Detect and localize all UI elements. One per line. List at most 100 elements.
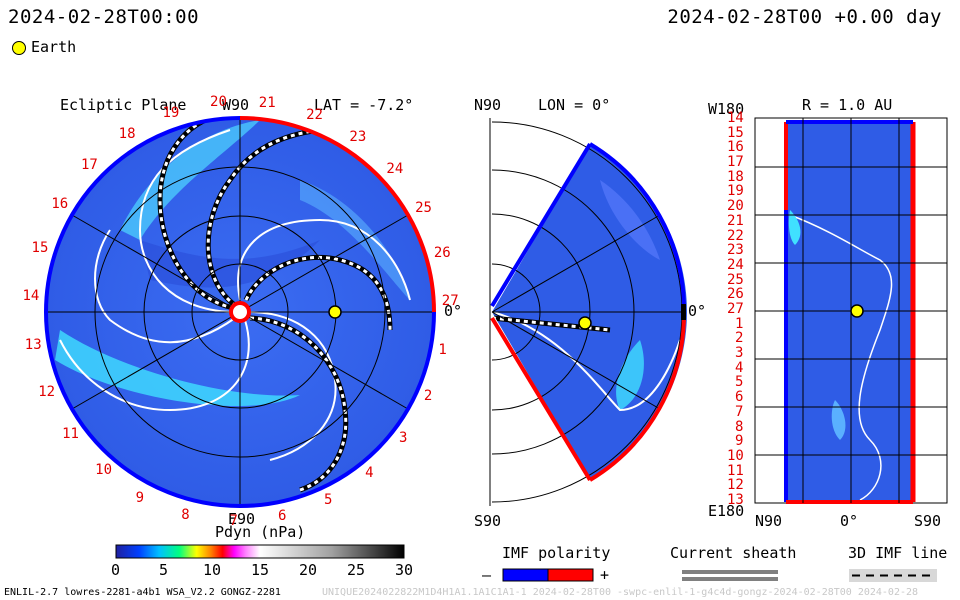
carrington-number: 13 (24, 337, 42, 354)
carrington-number: 17 (80, 157, 98, 174)
meridional-bottom-label: S90 (474, 512, 502, 530)
carrington-number: 4 (365, 465, 374, 482)
radial-y-number: 1 (735, 315, 744, 332)
colorbar-title: Pdyn (nPa) (215, 523, 306, 541)
radial-y-number: 21 (727, 212, 744, 229)
carrington-number: 21 (258, 94, 276, 111)
radial-top-left: W180 (708, 100, 745, 118)
carrington-number: 14 (22, 288, 40, 305)
carrington-number: 2 (423, 388, 433, 405)
meridional-plane (489, 118, 687, 506)
carrington-number: 22 (306, 106, 323, 123)
carrington-number: 5 (324, 491, 333, 508)
footer-left: ENLIL-2.7 lowres-2281-a4b1 WSA_V2.2 GONG… (4, 587, 281, 598)
pdyn-colorbar (115, 544, 405, 559)
radial-y-number: 22 (727, 227, 744, 244)
carrington-number: 10 (95, 462, 112, 479)
current-sheath-swatch-1 (682, 570, 778, 574)
ecliptic-top-label: W90 (222, 96, 250, 114)
radial-y-number: 26 (727, 286, 744, 303)
carrington-number: 8 (181, 506, 190, 523)
ecliptic-lat: LAT = -7.2° (314, 96, 414, 114)
carrington-number: 6 (278, 507, 287, 524)
carrington-number: 20 (210, 94, 227, 111)
carrington-number: 11 (62, 426, 79, 443)
radial-y-number: 27 (727, 301, 744, 317)
earth-legend-label: Earth (31, 38, 77, 56)
meridional-top-label: N90 (474, 96, 502, 114)
carrington-number: 19 (162, 104, 180, 121)
carrington-number: 1 (438, 341, 447, 358)
radial-y-number: 12 (727, 477, 744, 494)
meridional-right-label: 0° (688, 302, 707, 320)
radial-y-number: 14 (727, 110, 744, 126)
radial-y-number: 11 (727, 462, 744, 479)
colorbar-tick-label: 10 (203, 561, 222, 579)
carrington-number: 16 (51, 195, 69, 212)
carrington-number: 23 (349, 128, 367, 145)
colorbar-tick-label: 25 (347, 561, 366, 579)
imf3d-title: 3D IMF line (848, 544, 948, 562)
radial-y-number: 4 (735, 359, 744, 376)
footer-right: UNIQUE2024022822M1D4H1A1.1A1C1A1-1 2024-… (322, 587, 919, 598)
carrington-number: 24 (386, 160, 404, 177)
radial-map (754, 117, 948, 504)
radial-x-label-n90: N90 (755, 512, 783, 530)
radial-y-number: 23 (727, 242, 744, 259)
radial-x-label-s90: S90 (914, 512, 942, 530)
current-sheath-swatch-2 (682, 577, 778, 581)
imf-negative-swatch (502, 568, 549, 582)
imf-positive-swatch (547, 568, 594, 582)
radial-y-number: 16 (727, 139, 744, 156)
radial-y-number: 9 (735, 433, 744, 450)
ecliptic-title: Ecliptic Plane (60, 96, 187, 114)
colorbar-tick-label: 0 (111, 561, 121, 579)
colorbar-tick-label: 5 (159, 561, 169, 579)
ecliptic-right-label: 0° (444, 302, 463, 320)
carrington-number: 12 (38, 383, 56, 400)
imf-polarity-title: IMF polarity (502, 544, 611, 562)
ecliptic-disk (44, 116, 436, 508)
imf-plus-label: + (600, 566, 610, 584)
radial-y-number: 5 (735, 374, 744, 391)
radial-y-number: 8 (735, 418, 744, 435)
radial-bottom-left: E180 (708, 502, 745, 520)
radial-y-number: 2 (735, 330, 744, 347)
carrington-number: 18 (118, 126, 136, 143)
datetime-left: 2024-02-28T00:00 (8, 6, 200, 28)
carrington-number: 26 (433, 245, 451, 262)
carrington-number: 9 (135, 489, 144, 506)
carrington-number: 7 (229, 512, 238, 529)
meridional-lon: LON = 0° (538, 96, 611, 114)
colorbar-tick-label: 30 (395, 561, 414, 579)
meridional-earth-marker (578, 316, 592, 330)
imf-minus-label: – (482, 566, 492, 584)
radial-y-number: 17 (727, 154, 744, 171)
radial-y-number: 10 (727, 447, 744, 464)
carrington-number: 25 (415, 200, 432, 217)
colorbar-tick-label: 15 (251, 561, 270, 579)
ecliptic-bottom-label: E90 (228, 510, 256, 528)
radial-y-number: 7 (735, 403, 744, 420)
colorbar-tick-label: 20 (299, 561, 318, 579)
radial-y-number: 13 (727, 492, 744, 508)
ecliptic-earth-marker (328, 305, 342, 319)
carrington-number: 3 (398, 430, 408, 447)
carrington-number: 27 (441, 293, 459, 310)
carrington-number: 15 (31, 240, 49, 257)
radial-y-number: 3 (735, 345, 744, 362)
radial-title: R = 1.0 AU (802, 96, 893, 114)
radial-y-number: 24 (727, 256, 744, 273)
radial-y-number: 25 (727, 271, 744, 288)
radial-earth-marker (850, 304, 864, 318)
radial-y-number: 6 (735, 389, 744, 406)
radial-y-number: 20 (727, 198, 744, 215)
earth-legend-icon (12, 41, 26, 55)
imf3d-swatch-bg (849, 569, 937, 582)
datetime-right: 2024-02-28T00 +0.00 day (667, 6, 942, 28)
radial-x-label-0: 0° (840, 512, 859, 530)
radial-y-number: 19 (727, 183, 744, 200)
radial-y-number: 18 (727, 168, 744, 185)
radial-y-number: 15 (727, 124, 744, 141)
